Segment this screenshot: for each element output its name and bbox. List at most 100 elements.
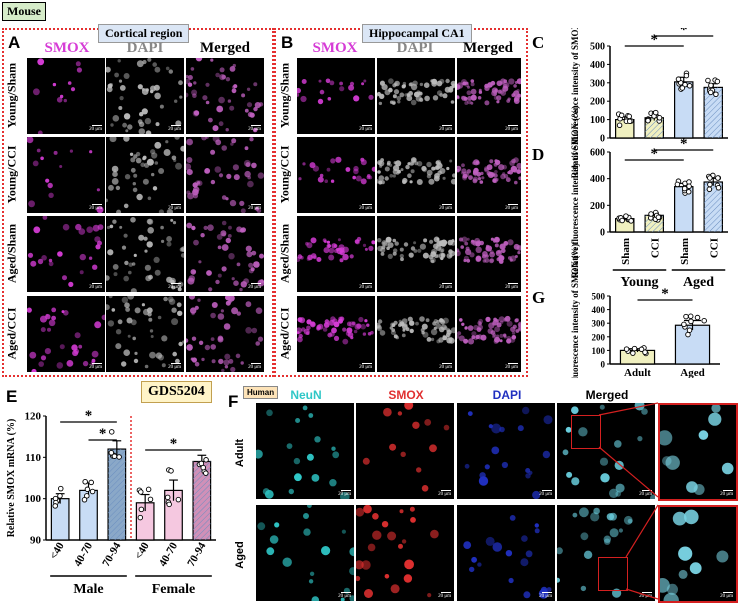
scale-bar: 20 μm (168, 127, 181, 132)
mouse-tag: Mouse (2, 2, 46, 21)
roi-box (571, 415, 601, 449)
data-point (164, 494, 171, 501)
data-point (203, 470, 209, 476)
data-point (628, 218, 634, 224)
x-tick-label: 40-70 (157, 540, 180, 569)
panel-c-letter: C (532, 33, 544, 52)
y-tick-label: 200 (590, 97, 605, 108)
f-col-label: Merged (585, 388, 629, 402)
y-tick-label: 500 (590, 42, 605, 53)
a-col-dapi: DAPI (126, 40, 164, 56)
data-point (631, 345, 638, 352)
y-tick-label: 0 (600, 134, 605, 145)
data-point (707, 181, 713, 188)
scale-bar: 20 μm (338, 492, 351, 497)
gds-dataset-tag: GDS5204 (141, 381, 212, 403)
y-tick-label: 100 (590, 115, 605, 126)
data-point (166, 501, 172, 508)
data-point (84, 493, 90, 499)
data-point (706, 186, 713, 193)
data-point (648, 211, 654, 217)
group-label: Young (620, 275, 658, 290)
human-micrograph: 20 μm (356, 505, 454, 601)
data-point (685, 189, 692, 195)
scale-bar: 20 μm (639, 492, 652, 497)
scale-bar: 20 μm (439, 206, 452, 211)
hippocampal-micrograph: 20 μm (297, 137, 375, 213)
significance-star: * (651, 146, 659, 162)
data-point (645, 117, 651, 124)
scale-bar: 20 μm (168, 206, 181, 211)
significance-star: * (85, 408, 93, 424)
cortical-micrograph: 20 μm (106, 216, 184, 292)
data-point (681, 321, 687, 328)
cortical-micrograph: 20 μm (186, 216, 264, 292)
x-tick-label: Adult (624, 367, 651, 378)
f-col-label: DAPI (492, 388, 522, 402)
bar-hatch (193, 461, 211, 540)
y-tick-label: 100 (25, 493, 42, 505)
y-tick-label: 200 (590, 201, 605, 212)
cortical-region-label: Cortical region (98, 24, 190, 43)
a-col-merged: Merged (200, 40, 250, 56)
x-tick-label: Sham (620, 238, 632, 265)
bar-hatch (704, 87, 723, 138)
data-point (679, 85, 686, 91)
data-point (619, 217, 625, 224)
x-tick-label: 70-94 (100, 540, 123, 569)
scale-bar: 20 μm (359, 127, 372, 132)
data-point (688, 318, 694, 325)
b-col-smox: SMOX (312, 40, 358, 56)
panel-d-letter: D (532, 145, 544, 164)
y-axis-label: Relative fluorescence intensity of SMOX … (570, 244, 580, 378)
human-micrograph: 20 μm (457, 505, 555, 601)
group-label: Male (73, 582, 103, 597)
scale-bar: 20 μm (248, 285, 261, 290)
data-point (713, 91, 719, 98)
hippocampal-micrograph: 20 μm (377, 137, 455, 213)
y-axis-label: Relative fluorescence intensity of SMOX … (570, 28, 580, 178)
f-col-label: SMOX (388, 388, 424, 402)
y-tick-label: 0 (601, 360, 606, 370)
data-point (168, 468, 174, 474)
data-point (694, 314, 701, 321)
scale-bar: 20 μm (505, 206, 518, 211)
x-tick-label: Aged (680, 367, 704, 378)
b-row-label: Aged/CCI (277, 307, 292, 360)
cortical-micrograph: 20 μm (27, 137, 105, 213)
data-point (685, 331, 691, 338)
data-point (84, 486, 91, 493)
bar-hatch (108, 449, 126, 540)
data-point (137, 514, 144, 521)
data-point (623, 346, 630, 352)
data-point (88, 479, 94, 486)
charts-cdg: C D G 0 100 200 300 400 500 Relative fluoresce… (532, 28, 728, 378)
scale-bar: 20 μm (505, 285, 518, 290)
scale-bar: 20 μm (439, 127, 452, 132)
hippocampal-region-label: Hippocampal CA1 (362, 24, 472, 43)
cortical-micrograph: 20 μm (27, 216, 105, 292)
cortical-micrograph: 20 μm (186, 296, 264, 372)
data-point (145, 486, 152, 493)
scale-bar: 20 μm (248, 206, 261, 211)
scale-bar: 20 μm (338, 594, 351, 599)
cortical-micrograph: 20 μm (106, 137, 184, 213)
scale-bar: 20 μm (438, 492, 451, 497)
data-point (626, 113, 632, 120)
zoom-inset: 20 μm (658, 505, 738, 603)
x-tick-label: <40 (48, 540, 67, 561)
y-tick-label: 300 (592, 319, 606, 329)
data-point (714, 78, 721, 85)
b-row-label: Young/Sham (277, 62, 292, 129)
a-row-label: Aged/Sham (4, 223, 19, 284)
data-point (686, 83, 693, 89)
scale-bar: 20 μm (89, 127, 102, 132)
data-point (642, 349, 648, 356)
bar-hatch (704, 182, 723, 232)
a-row-label: Young/Sham (4, 62, 19, 129)
hippocampal-micrograph: 20 μm (457, 137, 521, 213)
b-row-label: Aged/Sham (277, 223, 292, 284)
data-point (57, 493, 63, 499)
y-tick-label: 400 (590, 60, 605, 71)
x-tick-label: Sham (679, 238, 691, 265)
